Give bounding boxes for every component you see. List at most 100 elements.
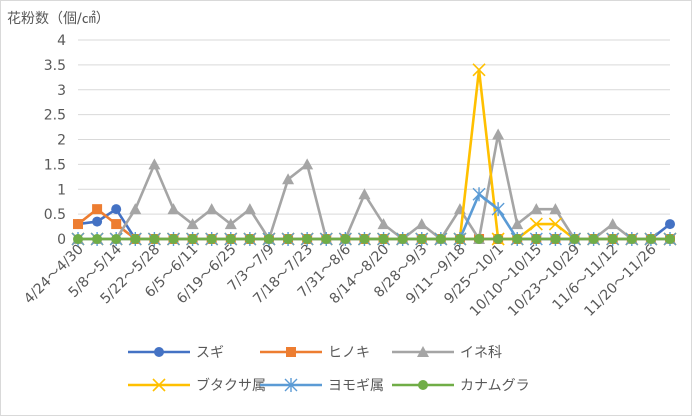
data-point	[415, 218, 428, 230]
data-point	[243, 203, 256, 215]
data-point	[73, 219, 83, 230]
data-point	[111, 219, 122, 230]
data-point	[377, 218, 390, 230]
data-point	[149, 234, 160, 244]
data-point	[283, 234, 294, 244]
legend-label: ヨモギ属	[328, 378, 384, 394]
data-point	[548, 217, 562, 231]
data-point	[472, 63, 486, 77]
data-point	[397, 234, 408, 244]
data-point	[665, 219, 675, 230]
y-tick-label: 1	[57, 182, 66, 198]
data-point	[607, 234, 618, 244]
data-point	[167, 203, 180, 215]
data-point	[474, 234, 485, 244]
series-line	[78, 133, 670, 241]
legend-label: ヒノキ	[328, 345, 370, 361]
data-point	[493, 234, 504, 244]
series-line	[78, 192, 670, 241]
plot-area	[71, 63, 677, 246]
data-point	[512, 234, 523, 244]
data-point	[472, 187, 486, 202]
data-point	[92, 204, 103, 215]
data-point	[286, 347, 296, 357]
y-tick-label: 3.5	[44, 58, 66, 74]
data-point	[358, 188, 371, 200]
data-point	[111, 234, 122, 244]
legend-entry: スギ	[128, 345, 224, 361]
data-point	[154, 347, 164, 357]
data-point	[92, 234, 103, 244]
data-point	[205, 203, 218, 215]
data-point	[73, 234, 83, 244]
data-point	[569, 234, 580, 244]
series-5	[71, 187, 677, 246]
series-6	[73, 234, 675, 244]
data-point	[186, 218, 199, 230]
data-point	[435, 234, 446, 244]
data-point	[340, 234, 351, 244]
y-tick-label: 1.5	[44, 157, 66, 173]
data-point	[626, 234, 637, 244]
legend-entry: カナムグラ	[392, 378, 530, 394]
data-point	[168, 234, 179, 244]
legend-entry: ヒノキ	[260, 345, 370, 361]
data-point	[511, 218, 524, 230]
data-point	[301, 158, 314, 170]
data-point	[606, 218, 619, 230]
data-point	[530, 203, 543, 215]
data-point	[152, 378, 166, 392]
data-point	[665, 234, 675, 244]
legend-entry: イネ科	[392, 345, 502, 361]
y-tick-labels: 0 0.5 1 1.5 2 2.5 3 3.5 4	[44, 33, 66, 248]
data-point	[454, 234, 465, 244]
y-tick-label: 0.5	[44, 207, 66, 223]
series-4	[71, 63, 677, 246]
data-point	[206, 234, 217, 244]
data-point	[550, 234, 561, 244]
legend-label: イネ科	[460, 345, 502, 361]
y-tick-label: 3	[57, 83, 66, 99]
data-point	[491, 202, 505, 217]
data-point	[263, 234, 274, 244]
series-3	[72, 128, 676, 244]
legend-label: ブタクサ属	[196, 377, 266, 394]
y-tick-label: 2	[57, 133, 66, 149]
data-point	[187, 234, 198, 244]
data-point	[302, 234, 313, 244]
data-point	[492, 128, 505, 140]
y-tick-label: 0	[57, 232, 66, 248]
data-point	[130, 234, 141, 244]
data-point	[224, 218, 237, 230]
legend-label: スギ	[196, 345, 224, 361]
y-axis-label: 花粉数（個/㎠）	[7, 11, 110, 27]
data-point	[148, 158, 161, 170]
legend-entry: ヨモギ属	[260, 378, 384, 394]
data-point	[588, 234, 599, 244]
data-point	[529, 217, 543, 231]
data-point	[378, 234, 389, 244]
legend-label: カナムグラ	[460, 378, 530, 394]
data-point	[549, 203, 562, 215]
data-point	[359, 234, 370, 244]
y-tick-label: 4	[57, 33, 66, 49]
data-point	[225, 234, 236, 244]
data-point	[417, 346, 429, 357]
data-point	[244, 234, 255, 244]
data-point	[531, 234, 542, 244]
data-point	[92, 216, 103, 227]
y-tick-label: 2.5	[44, 108, 66, 124]
data-point	[129, 203, 142, 215]
data-point	[416, 234, 427, 244]
x-tick-labels: 4/24～4/305/8～5/145/22～5/286/5～6/116/19～6…	[21, 241, 660, 319]
series-line	[78, 68, 670, 241]
data-point	[111, 204, 122, 215]
data-point	[418, 380, 428, 390]
legend-entry: ブタクサ属	[128, 377, 266, 394]
data-point	[321, 234, 332, 244]
data-point	[282, 173, 295, 185]
data-point	[284, 378, 298, 392]
data-point	[645, 234, 656, 244]
